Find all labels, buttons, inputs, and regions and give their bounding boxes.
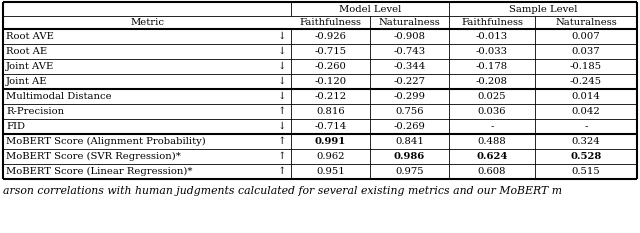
Text: 0.951: 0.951 <box>316 167 345 176</box>
Text: 0.025: 0.025 <box>477 92 506 101</box>
Text: MoBERT Score (Alignment Probability): MoBERT Score (Alignment Probability) <box>6 137 205 146</box>
Text: -0.714: -0.714 <box>314 122 347 131</box>
Text: 0.007: 0.007 <box>572 32 600 41</box>
Text: 0.528: 0.528 <box>570 152 602 161</box>
Text: 0.816: 0.816 <box>316 107 345 116</box>
Text: 0.608: 0.608 <box>477 167 506 176</box>
Text: -0.185: -0.185 <box>570 62 602 71</box>
Text: -0.178: -0.178 <box>476 62 508 71</box>
Text: Naturalness: Naturalness <box>555 18 617 27</box>
Text: MoBERT Score (Linear Regression)*: MoBERT Score (Linear Regression)* <box>6 167 193 176</box>
Text: Faithfulness: Faithfulness <box>300 18 362 27</box>
Text: -0.120: -0.120 <box>314 77 347 86</box>
Text: -0.926: -0.926 <box>315 32 346 41</box>
Text: ↓: ↓ <box>277 92 285 101</box>
Text: -0.908: -0.908 <box>394 32 426 41</box>
Text: Multimodal Distance: Multimodal Distance <box>6 92 111 101</box>
Text: Root AVE: Root AVE <box>6 32 54 41</box>
Text: ↓: ↓ <box>277 77 285 86</box>
Text: 0.991: 0.991 <box>315 137 346 146</box>
Text: ↑: ↑ <box>277 152 285 161</box>
Text: -0.245: -0.245 <box>570 77 602 86</box>
Text: ↑: ↑ <box>277 167 285 176</box>
Text: -: - <box>490 122 493 131</box>
Text: FID: FID <box>6 122 25 131</box>
Text: -0.344: -0.344 <box>394 62 426 71</box>
Text: Joint AVE: Joint AVE <box>6 62 54 71</box>
Text: ↑: ↑ <box>277 107 285 116</box>
Text: arson correlations with human judgments calculated for several existing metrics : arson correlations with human judgments … <box>3 186 562 196</box>
Text: 0.324: 0.324 <box>572 137 600 146</box>
Text: -0.227: -0.227 <box>394 77 426 86</box>
Text: -0.269: -0.269 <box>394 122 426 131</box>
Text: 0.014: 0.014 <box>572 92 600 101</box>
Text: Naturalness: Naturalness <box>379 18 440 27</box>
Text: -0.299: -0.299 <box>394 92 426 101</box>
Text: Sample Level: Sample Level <box>509 4 577 14</box>
Text: ↓: ↓ <box>277 122 285 131</box>
Text: ↓: ↓ <box>277 32 285 41</box>
Text: Root AE: Root AE <box>6 47 47 56</box>
Text: 0.756: 0.756 <box>396 107 424 116</box>
Text: ↑: ↑ <box>277 137 285 146</box>
Text: -0.715: -0.715 <box>314 47 347 56</box>
Text: Joint AE: Joint AE <box>6 77 47 86</box>
Text: MoBERT Score (SVR Regression)*: MoBERT Score (SVR Regression)* <box>6 152 181 161</box>
Text: -0.013: -0.013 <box>476 32 508 41</box>
Text: -0.033: -0.033 <box>476 47 508 56</box>
Text: 0.488: 0.488 <box>477 137 506 146</box>
Text: 0.042: 0.042 <box>572 107 600 116</box>
Text: Faithfulness: Faithfulness <box>461 18 523 27</box>
Text: 0.036: 0.036 <box>477 107 506 116</box>
Text: 0.841: 0.841 <box>395 137 424 146</box>
Text: -0.208: -0.208 <box>476 77 508 86</box>
Text: 0.037: 0.037 <box>572 47 600 56</box>
Text: 0.975: 0.975 <box>395 167 424 176</box>
Text: R-Precision: R-Precision <box>6 107 64 116</box>
Text: ↓: ↓ <box>277 62 285 71</box>
Text: 0.962: 0.962 <box>316 152 345 161</box>
Text: -0.212: -0.212 <box>314 92 347 101</box>
Text: 0.624: 0.624 <box>476 152 508 161</box>
Text: ↓: ↓ <box>277 47 285 56</box>
Text: Metric: Metric <box>130 18 164 27</box>
Text: Model Level: Model Level <box>339 4 401 14</box>
Text: -0.743: -0.743 <box>394 47 426 56</box>
Text: -: - <box>584 122 588 131</box>
Text: 0.515: 0.515 <box>572 167 600 176</box>
Text: -0.260: -0.260 <box>315 62 346 71</box>
Text: 0.986: 0.986 <box>394 152 425 161</box>
